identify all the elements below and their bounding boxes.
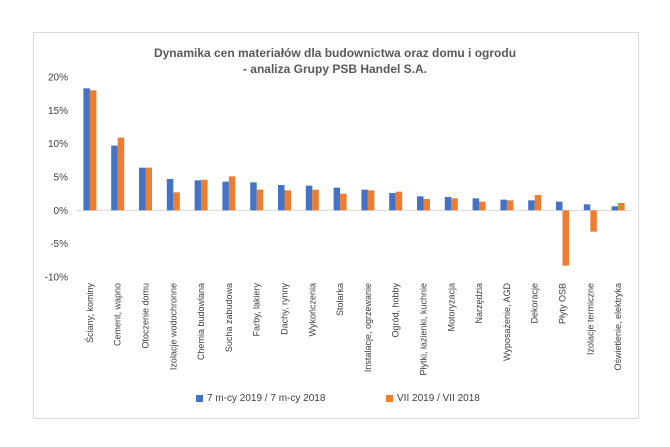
bar-series-1 — [444, 197, 452, 211]
bar-series-1 — [583, 204, 591, 211]
bar-series-2 — [340, 193, 347, 211]
bar-series-1 — [194, 180, 202, 211]
bar-series-2 — [312, 189, 319, 211]
bar-series-2 — [367, 190, 375, 211]
y-tick-label: 5% — [54, 173, 69, 184]
bar-series-1 — [278, 185, 285, 211]
bar-series-2 — [145, 167, 152, 211]
bar-series-2 — [284, 190, 291, 211]
bar-series-1 — [556, 201, 563, 211]
bar-series-1 — [472, 198, 480, 211]
bar-series-1 — [250, 182, 257, 211]
bar-series-1 — [305, 185, 313, 211]
bar-series-1 — [611, 206, 619, 211]
bar-series-2 — [451, 198, 458, 211]
x-category-label: Stolarka — [335, 283, 345, 316]
chart-frame — [33, 32, 639, 419]
bar-series-2 — [228, 176, 236, 211]
x-category-label: Wykończenia — [307, 283, 317, 336]
bar-series-2 — [89, 90, 97, 211]
chart-title-line-2: - analiza Grupy PSB Handel S.A. — [242, 62, 428, 76]
x-category-label: Sucha zabudowa — [224, 283, 234, 352]
bar-series-2 — [618, 203, 625, 211]
bar-series-1 — [333, 187, 341, 211]
x-category-label: Izolacje wodochronne — [168, 283, 178, 370]
x-category-label: Cement, wapno — [113, 283, 123, 346]
bar-series-2 — [590, 210, 597, 232]
x-category-label: Płyty OSB — [558, 283, 568, 324]
x-category-label: Oświetlenie, elektryka — [613, 283, 623, 371]
bar-series-1 — [528, 200, 535, 211]
bar-series-2 — [117, 137, 125, 211]
bar-series-1 — [111, 145, 118, 211]
bar-series-2 — [395, 191, 403, 211]
bar-series-1 — [500, 199, 507, 211]
x-category-label: Płytki, łazienki, kuchnie — [419, 283, 429, 376]
x-category-label: Izolacje termiczne — [585, 283, 595, 355]
legend-swatch-series-1 — [196, 395, 203, 402]
y-tick-label: 0% — [54, 206, 69, 217]
legend-label-series-1: 7 m-cy 2019 / 7 m-cy 2018 — [207, 393, 326, 404]
bar-series-1 — [389, 193, 396, 211]
y-tick-label: 15% — [48, 106, 68, 117]
x-category-label: Instalacje, ogrzewanie — [363, 283, 373, 372]
x-category-label: Wyposażenie, AGD — [502, 283, 512, 361]
bar-series-2 — [201, 179, 208, 211]
x-category-label: Dachy, rynny — [280, 283, 290, 335]
bar-series-1 — [222, 181, 229, 211]
bar-series-2 — [562, 210, 569, 266]
x-category-label: Otoczenie domu — [141, 283, 151, 349]
x-category-label: Ściany, kominy — [84, 283, 95, 343]
chart-title-line-1: Dynamika cen materiałów dla budownictwa … — [153, 46, 517, 60]
bar-series-2 — [423, 199, 430, 211]
bar-series-2 — [173, 192, 180, 211]
bar-series-2 — [479, 201, 486, 211]
x-category-label: Motoryzacja — [446, 283, 456, 332]
bar-series-1 — [83, 88, 90, 211]
x-category-label: Farby, lakiery — [252, 283, 262, 337]
bar-series-2 — [256, 189, 264, 211]
y-tick-label: -5% — [50, 239, 68, 250]
x-category-label: Chemia budowlana — [196, 283, 206, 360]
y-tick-label: -10% — [45, 273, 68, 284]
bar-series-1 — [166, 179, 174, 211]
y-tick-label: 10% — [48, 139, 68, 150]
bar-series-1 — [139, 167, 146, 211]
bar-series-1 — [361, 189, 368, 211]
legend-item-series-1: 7 m-cy 2019 / 7 m-cy 2018 — [196, 393, 325, 404]
legend-label-series-2: VII 2019 / VII 2018 — [397, 393, 480, 404]
bar-series-2 — [534, 195, 542, 211]
bar-series-2 — [506, 200, 514, 211]
x-category-label: Ogród, hobby — [391, 283, 401, 338]
x-category-label: Dekoracje — [530, 283, 540, 324]
chart-title: Dynamika cen materiałów dla budownictwa … — [0, 45, 670, 77]
x-category-label: Narzędzia — [474, 283, 484, 324]
bar-series-1 — [417, 196, 424, 211]
legend-item-series-2: VII 2019 / VII 2018 — [386, 393, 480, 404]
y-tick-label: 20% — [48, 73, 68, 84]
legend-swatch-series-2 — [386, 395, 393, 402]
